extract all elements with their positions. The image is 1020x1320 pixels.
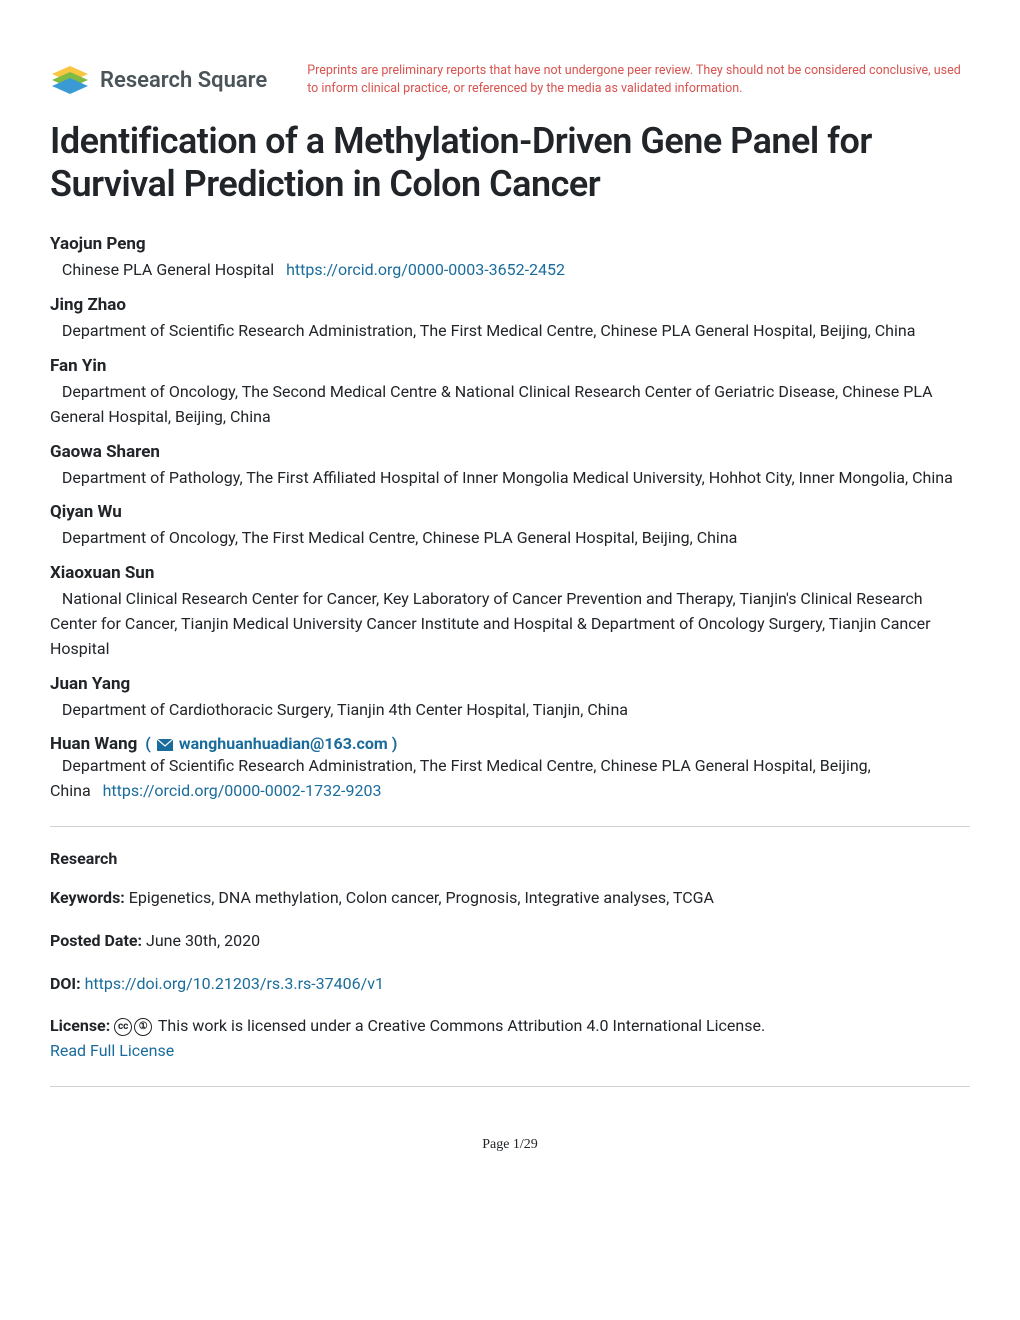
keywords-row: Keywords: Epigenetics, DNA methylation, … bbox=[50, 886, 970, 911]
author-block: Juan Yang Department of Cardiothoracic S… bbox=[50, 674, 970, 723]
author-name: Fan Yin bbox=[50, 356, 970, 376]
doi-link[interactable]: https://doi.org/10.21203/rs.3.rs-37406/v… bbox=[85, 974, 384, 993]
corresponding-author-line: Huan Wang ( wanghuanhuadian@163.com ) bbox=[50, 734, 970, 754]
author-block: Fan Yin Department of Oncology, The Seco… bbox=[50, 356, 970, 430]
author-name: Jing Zhao bbox=[50, 295, 970, 315]
author-name: Gaowa Sharen bbox=[50, 442, 970, 462]
author-block: Jing Zhao Department of Scientific Resea… bbox=[50, 295, 970, 344]
author-affiliation: Department of Pathology, The First Affil… bbox=[50, 466, 970, 491]
cc-by-icon: ① bbox=[134, 1018, 152, 1036]
license-row: License: cc① This work is licensed under… bbox=[50, 1014, 970, 1064]
author-name: Huan Wang bbox=[50, 734, 137, 754]
author-affiliation: Department of Scientific Research Admini… bbox=[50, 319, 970, 344]
author-name: Qiyan Wu bbox=[50, 502, 970, 522]
article-type: Research bbox=[50, 849, 970, 868]
license-link[interactable]: Read Full License bbox=[50, 1041, 174, 1060]
license-label: License: bbox=[50, 1016, 110, 1035]
cc-icons: cc① bbox=[114, 1015, 154, 1040]
cc-icon: cc bbox=[114, 1018, 132, 1036]
logo-text: Research Square bbox=[100, 68, 267, 93]
corresponding-email-link[interactable]: wanghuanhuadian@163.com bbox=[179, 734, 388, 753]
corresponding-author-block: Huan Wang ( wanghuanhuadian@163.com ) De… bbox=[50, 734, 970, 804]
posted-date-value: June 30th, 2020 bbox=[146, 931, 260, 950]
author-affiliation: Department of Cardiothoracic Surgery, Ti… bbox=[50, 698, 970, 723]
author-name: Xiaoxuan Sun bbox=[50, 563, 970, 583]
logo[interactable]: Research Square bbox=[50, 60, 267, 100]
posted-date-label: Posted Date: bbox=[50, 931, 142, 950]
orcid-link[interactable]: https://orcid.org/0000-0002-1732-9203 bbox=[103, 781, 382, 800]
author-affiliation: Department of Oncology, The Second Medic… bbox=[50, 380, 970, 430]
divider bbox=[50, 826, 970, 827]
keywords-label: Keywords: bbox=[50, 888, 125, 907]
author-affiliation: National Clinical Research Center for Ca… bbox=[50, 587, 970, 661]
author-affiliation: Chinese PLA General Hospital https://orc… bbox=[50, 258, 970, 283]
divider bbox=[50, 1086, 970, 1087]
author-block: Yaojun Peng Chinese PLA General Hospital… bbox=[50, 234, 970, 283]
orcid-link[interactable]: https://orcid.org/0000-0003-3652-2452 bbox=[286, 260, 565, 279]
preprint-disclaimer: Preprints are preliminary reports that h… bbox=[307, 60, 970, 98]
author-name: Juan Yang bbox=[50, 674, 970, 694]
research-square-logo-icon bbox=[50, 60, 90, 100]
author-name: Yaojun Peng bbox=[50, 234, 970, 254]
paper-title: Identification of a Methylation-Driven G… bbox=[50, 120, 970, 206]
doi-row: DOI: https://doi.org/10.21203/rs.3.rs-37… bbox=[50, 972, 970, 997]
author-block: Qiyan Wu Department of Oncology, The Fir… bbox=[50, 502, 970, 551]
license-text: This work is licensed under a Creative C… bbox=[158, 1016, 765, 1035]
author-affiliation: Department of Scientific Research Admini… bbox=[50, 754, 970, 804]
author-block: Gaowa Sharen Department of Pathology, Th… bbox=[50, 442, 970, 491]
author-block: Xiaoxuan Sun National Clinical Research … bbox=[50, 563, 970, 661]
keywords-value: Epigenetics, DNA methylation, Colon canc… bbox=[129, 888, 714, 907]
email-icon bbox=[157, 739, 173, 751]
posted-date-row: Posted Date: June 30th, 2020 bbox=[50, 929, 970, 954]
author-affiliation: Department of Oncology, The First Medica… bbox=[50, 526, 970, 551]
page-header: Research Square Preprints are preliminar… bbox=[50, 60, 970, 100]
page-number: Page 1/29 bbox=[50, 1137, 970, 1153]
doi-label: DOI: bbox=[50, 974, 81, 993]
